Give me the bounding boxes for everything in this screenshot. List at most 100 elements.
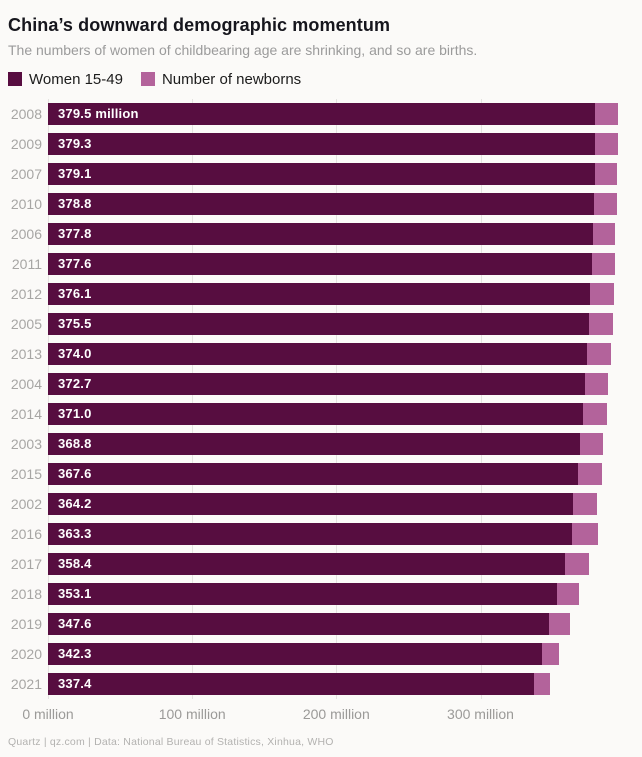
newborns-bar-segment [579, 432, 603, 455]
year-label: 2012 [10, 285, 42, 302]
bar-row: 2002 364.2 [0, 489, 642, 519]
x-axis-tick-label: 100 million [158, 705, 226, 722]
newborns-bar-segment [594, 192, 617, 215]
bar-track: 377.6 [48, 252, 642, 275]
newborns-bar-segment [557, 582, 579, 605]
newborns-bar-segment [594, 132, 618, 155]
bar-track: 337.4 [48, 672, 642, 695]
stacked-bar: 337.4 [48, 672, 550, 695]
chart-legend: Women 15-49 Number of newborns [0, 59, 642, 88]
women-bar-segment: 347.6 [48, 612, 550, 635]
year-label: 2003 [10, 435, 42, 452]
source-attribution: Quartz | qz.com | Data: National Bureau … [8, 735, 334, 748]
stacked-bar: 379.3 [48, 132, 618, 155]
bar-row: 2010 378.8 [0, 189, 642, 219]
women-bar-segment: 375.5 [48, 312, 590, 335]
bar-value-label: 358.4 [58, 556, 92, 572]
newborns-bar-segment [582, 402, 608, 425]
stacked-bar: 379.5 million [48, 102, 619, 125]
stacked-bar: 372.7 [48, 372, 609, 395]
women-bar-segment: 377.6 [48, 252, 593, 275]
stacked-bar: 358.4 [48, 552, 590, 575]
stacked-bar: 375.5 [48, 312, 613, 335]
women-bar-segment: 364.2 [48, 492, 574, 515]
bar-row: 2005 375.5 [0, 309, 642, 339]
women-bar-segment: 379.5 million [48, 102, 596, 125]
women-bar-segment: 379.3 [48, 132, 595, 155]
bar-value-label: 378.8 [58, 196, 92, 212]
stacked-bar: 367.6 [48, 462, 602, 485]
year-label: 2019 [10, 615, 42, 632]
stacked-bar: 363.3 [48, 522, 598, 545]
newborns-bar-segment [589, 312, 613, 335]
bar-row: 2006 377.8 [0, 219, 642, 249]
legend-item: Women 15-49 [8, 71, 123, 88]
bar-value-label: 347.6 [58, 616, 92, 632]
bar-value-label: 379.1 [58, 166, 92, 182]
year-label: 2009 [10, 135, 42, 152]
stacked-bar: 377.6 [48, 252, 616, 275]
x-axis-tick-label: 0 million [22, 705, 74, 722]
women-bar-segment: 337.4 [48, 672, 535, 695]
bar-row: 2015 367.6 [0, 459, 642, 489]
bar-value-label: 379.5 million [58, 106, 139, 122]
women-bar-segment: 377.8 [48, 222, 593, 245]
bar-track: 372.7 [48, 372, 642, 395]
bar-track: 347.6 [48, 612, 642, 635]
bar-value-label: 377.8 [58, 226, 92, 242]
bar-row: 2017 358.4 [0, 549, 642, 579]
bar-value-label: 367.6 [58, 466, 92, 482]
bar-row: 2016 363.3 [0, 519, 642, 549]
bar-row: 2008 379.5 million [0, 99, 642, 129]
gridline [480, 98, 482, 699]
newborns-bar-segment [592, 252, 616, 275]
women-bar-segment: 376.1 [48, 282, 591, 305]
stacked-bar: 376.1 [48, 282, 614, 305]
bar-track: 378.8 [48, 192, 642, 215]
bar-chart: 2008 379.5 million 2009 379.3 2007 379.1 2010 3… [0, 98, 642, 726]
bar-track: 368.8 [48, 432, 642, 455]
bar-value-label: 363.3 [58, 526, 92, 542]
year-label: 2008 [10, 105, 42, 122]
bar-value-label: 364.2 [58, 496, 92, 512]
chart-header: China’s downward demographic momentum Th… [0, 0, 642, 59]
stacked-bar: 364.2 [48, 492, 597, 515]
gridline [336, 98, 338, 699]
year-label: 2018 [10, 585, 42, 602]
year-label: 2013 [10, 345, 42, 362]
bar-row: 2009 379.3 [0, 129, 642, 159]
bar-rows: 2008 379.5 million 2009 379.3 2007 379.1 2010 3… [0, 99, 642, 699]
bar-row: 2021 337.4 [0, 669, 642, 699]
newborns-bar-segment [549, 612, 571, 635]
x-axis: 0 million 100 million 200 million 300 milli… [0, 702, 642, 726]
bar-value-label: 368.8 [58, 436, 92, 452]
x-axis-tick-label: 200 million [302, 705, 370, 722]
chart-title: China’s downward demographic momentum [8, 15, 391, 35]
bar-row: 2020 342.3 [0, 639, 642, 669]
x-axis-tick-label: 300 million [447, 705, 514, 722]
bar-value-label: 353.1 [58, 586, 92, 602]
year-label: 2020 [10, 645, 42, 662]
year-label: 2007 [10, 165, 42, 182]
bar-row: 2012 376.1 [0, 279, 642, 309]
bar-row: 2019 347.6 [0, 609, 642, 639]
stacked-bar: 368.8 [48, 432, 603, 455]
newborns-bar-segment [534, 672, 550, 695]
stacked-bar: 342.3 [48, 642, 559, 665]
legend-label: Number of newborns [161, 70, 302, 88]
newborns-bar-segment [585, 372, 609, 395]
legend-label: Women 15-49 [29, 70, 123, 88]
women-bar-segment: 368.8 [48, 432, 580, 455]
bar-track: 363.3 [48, 522, 642, 545]
bar-track: 342.3 [48, 642, 642, 665]
year-label: 2015 [10, 465, 42, 482]
bar-row: 2007 379.1 [0, 159, 642, 189]
newborns-bar-segment [578, 462, 602, 485]
women-bar-segment: 353.1 [48, 582, 558, 605]
newborns-bar-segment [573, 492, 597, 515]
gridline [48, 98, 49, 699]
legend-item: Number of newborns [140, 70, 302, 88]
year-label: 2016 [10, 525, 42, 542]
bar-value-label: 376.1 [58, 286, 92, 302]
